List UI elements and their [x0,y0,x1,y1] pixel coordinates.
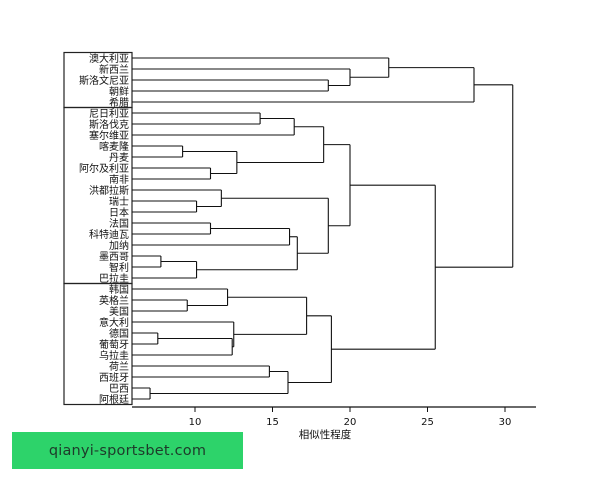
axis-tick-label: 15 [266,417,279,428]
leaf-label: 斯洛文尼亚 [79,74,129,87]
watermark-text: qianyi-sportsbet.com [48,442,207,459]
leaf-labels: 澳大利亚新西兰斯洛文尼亚朝鲜希腊尼日利亚斯洛伐克塞尔维亚喀麦隆丹麦阿尔及利亚南非… [79,52,129,406]
leaf-label: 丹麦 [109,152,129,164]
leaf-label: 阿尔及利亚 [79,162,129,175]
dendrogram-links [132,57,514,400]
leaf-label: 加纳 [109,239,129,252]
leaf-label: 西班牙 [99,372,129,384]
leaf-label: 新西兰 [99,63,129,76]
leaf-label: 德国 [109,327,129,340]
leaf-label: 意大利 [99,316,129,329]
leaf-label: 朝鲜 [109,85,129,98]
leaf-label: 英格兰 [99,294,129,307]
leaf-label: 科特迪瓦 [89,228,129,241]
leaf-label: 塞尔维亚 [89,129,129,142]
leaf-label: 尼日利亚 [89,108,129,120]
leaf-label: 荷兰 [109,360,129,373]
axis-tick-label: 20 [344,417,357,428]
leaf-label: 洪都拉斯 [89,184,129,197]
leaf-label: 希腊 [109,96,129,109]
leaf-label: 喀麦隆 [99,140,129,153]
axis-tick-label: 10 [189,417,202,428]
x-axis-title: 相似性程度 [299,428,352,441]
leaf-label: 阿根廷 [99,393,129,406]
leaf-label: 澳大利亚 [89,52,129,65]
leaf-label: 日本 [109,206,129,219]
leaf-label: 墨西哥 [99,251,129,263]
leaf-label: 韩国 [109,283,129,296]
leaf-label: 法国 [109,217,129,230]
leaf-label: 巴拉圭 [99,272,129,285]
leaf-label: 乌拉圭 [99,349,129,362]
leaf-label: 葡萄牙 [99,338,129,351]
leaf-label: 斯洛伐克 [89,118,129,131]
leaf-label: 南非 [109,173,129,186]
leaf-label: 智利 [109,261,129,274]
watermark-banner: qianyi-sportsbet.com [12,432,243,469]
x-axis: 10 15 20 25 30 相似性程度 [132,406,536,441]
axis-tick-label: 30 [499,417,512,428]
axis-tick-label: 25 [421,417,434,428]
leaf-label: 巴西 [109,383,129,395]
leaf-label: 瑞士 [109,195,129,208]
leaf-label: 美国 [109,305,129,318]
